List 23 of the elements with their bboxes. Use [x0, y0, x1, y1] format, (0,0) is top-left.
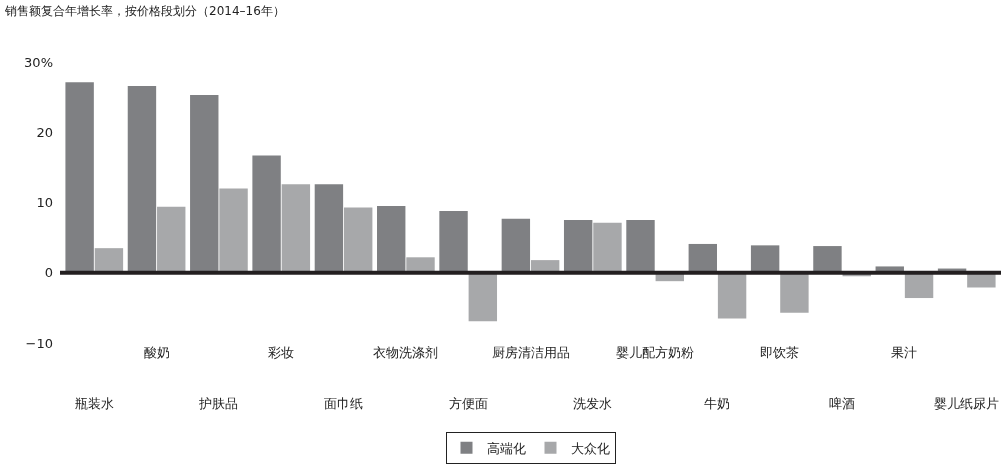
y-tick-label: −10 — [25, 335, 53, 351]
y-tick-label: 20 — [36, 124, 53, 140]
x-tick-label: 瓶装水 — [74, 395, 114, 411]
x-tick-label: 果汁 — [891, 345, 918, 360]
x-tick-label: 彩妆 — [268, 345, 295, 360]
x-tick-label: 护肤品 — [198, 395, 239, 411]
y-tick-label: 0 — [44, 265, 53, 281]
x-tick-label: 酸奶 — [143, 345, 170, 360]
x-tick-label: 衣物洗涤剂 — [373, 345, 439, 360]
x-tick-label: 厨房清洁用品 — [491, 345, 570, 360]
chart-title: 销售额复合年增长率，按价格段划分（2014–16年） — [4, 4, 285, 19]
x-tick-label: 面巾纸 — [324, 395, 364, 411]
x-tick-label: 即饮茶 — [760, 345, 800, 360]
x-tick-label: 方便面 — [448, 395, 488, 411]
legend-label: 高端化 — [486, 440, 526, 456]
y-tick-label: 30% — [24, 54, 53, 70]
x-tick-label: 洗发水 — [573, 395, 613, 411]
x-tick-label: 啤酒 — [829, 395, 856, 411]
x-tick-label: 婴儿配方奶粉 — [616, 345, 695, 360]
x-tick-label: 婴儿纸尿片 — [934, 395, 1000, 411]
x-tick-label: 牛奶 — [704, 395, 731, 411]
y-tick-label: 10 — [36, 195, 53, 211]
legend-label: 大众化 — [570, 440, 610, 456]
